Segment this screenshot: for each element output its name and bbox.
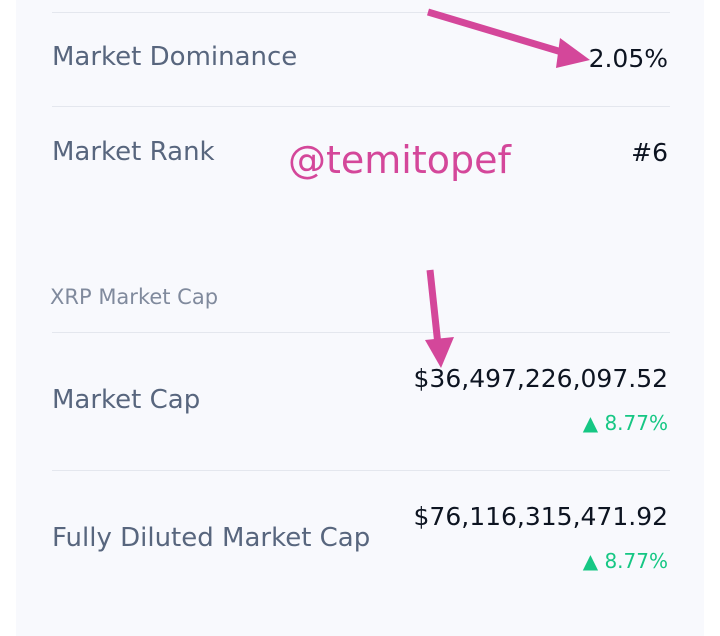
- row-label: Fully Diluted Market Cap: [52, 523, 371, 553]
- arrow-head: [425, 337, 454, 368]
- change-value: 8.77%: [604, 411, 668, 435]
- row-value: $76,116,315,471.92: [413, 502, 668, 531]
- divider: [52, 106, 670, 107]
- divider: [52, 470, 670, 471]
- row-label: Market Dominance: [52, 42, 298, 72]
- divider: [52, 12, 670, 13]
- row-label: Market Rank: [52, 137, 215, 167]
- change-value: 8.77%: [604, 549, 668, 573]
- arrow: [426, 269, 442, 346]
- row-value: $36,497,226,097.52: [413, 364, 668, 393]
- change: ▲ 8.77%: [582, 549, 668, 573]
- divider: [52, 332, 670, 333]
- section-title: XRP Market Cap: [50, 285, 219, 309]
- row-label: Market Cap: [52, 385, 201, 415]
- row-value: #6: [631, 138, 668, 167]
- change: ▲ 8.77%: [582, 411, 668, 435]
- arrow-head: [556, 38, 590, 68]
- watermark: @temitopef: [288, 138, 511, 182]
- row-value: 2.05%: [588, 44, 668, 73]
- arrow: [426, 8, 577, 60]
